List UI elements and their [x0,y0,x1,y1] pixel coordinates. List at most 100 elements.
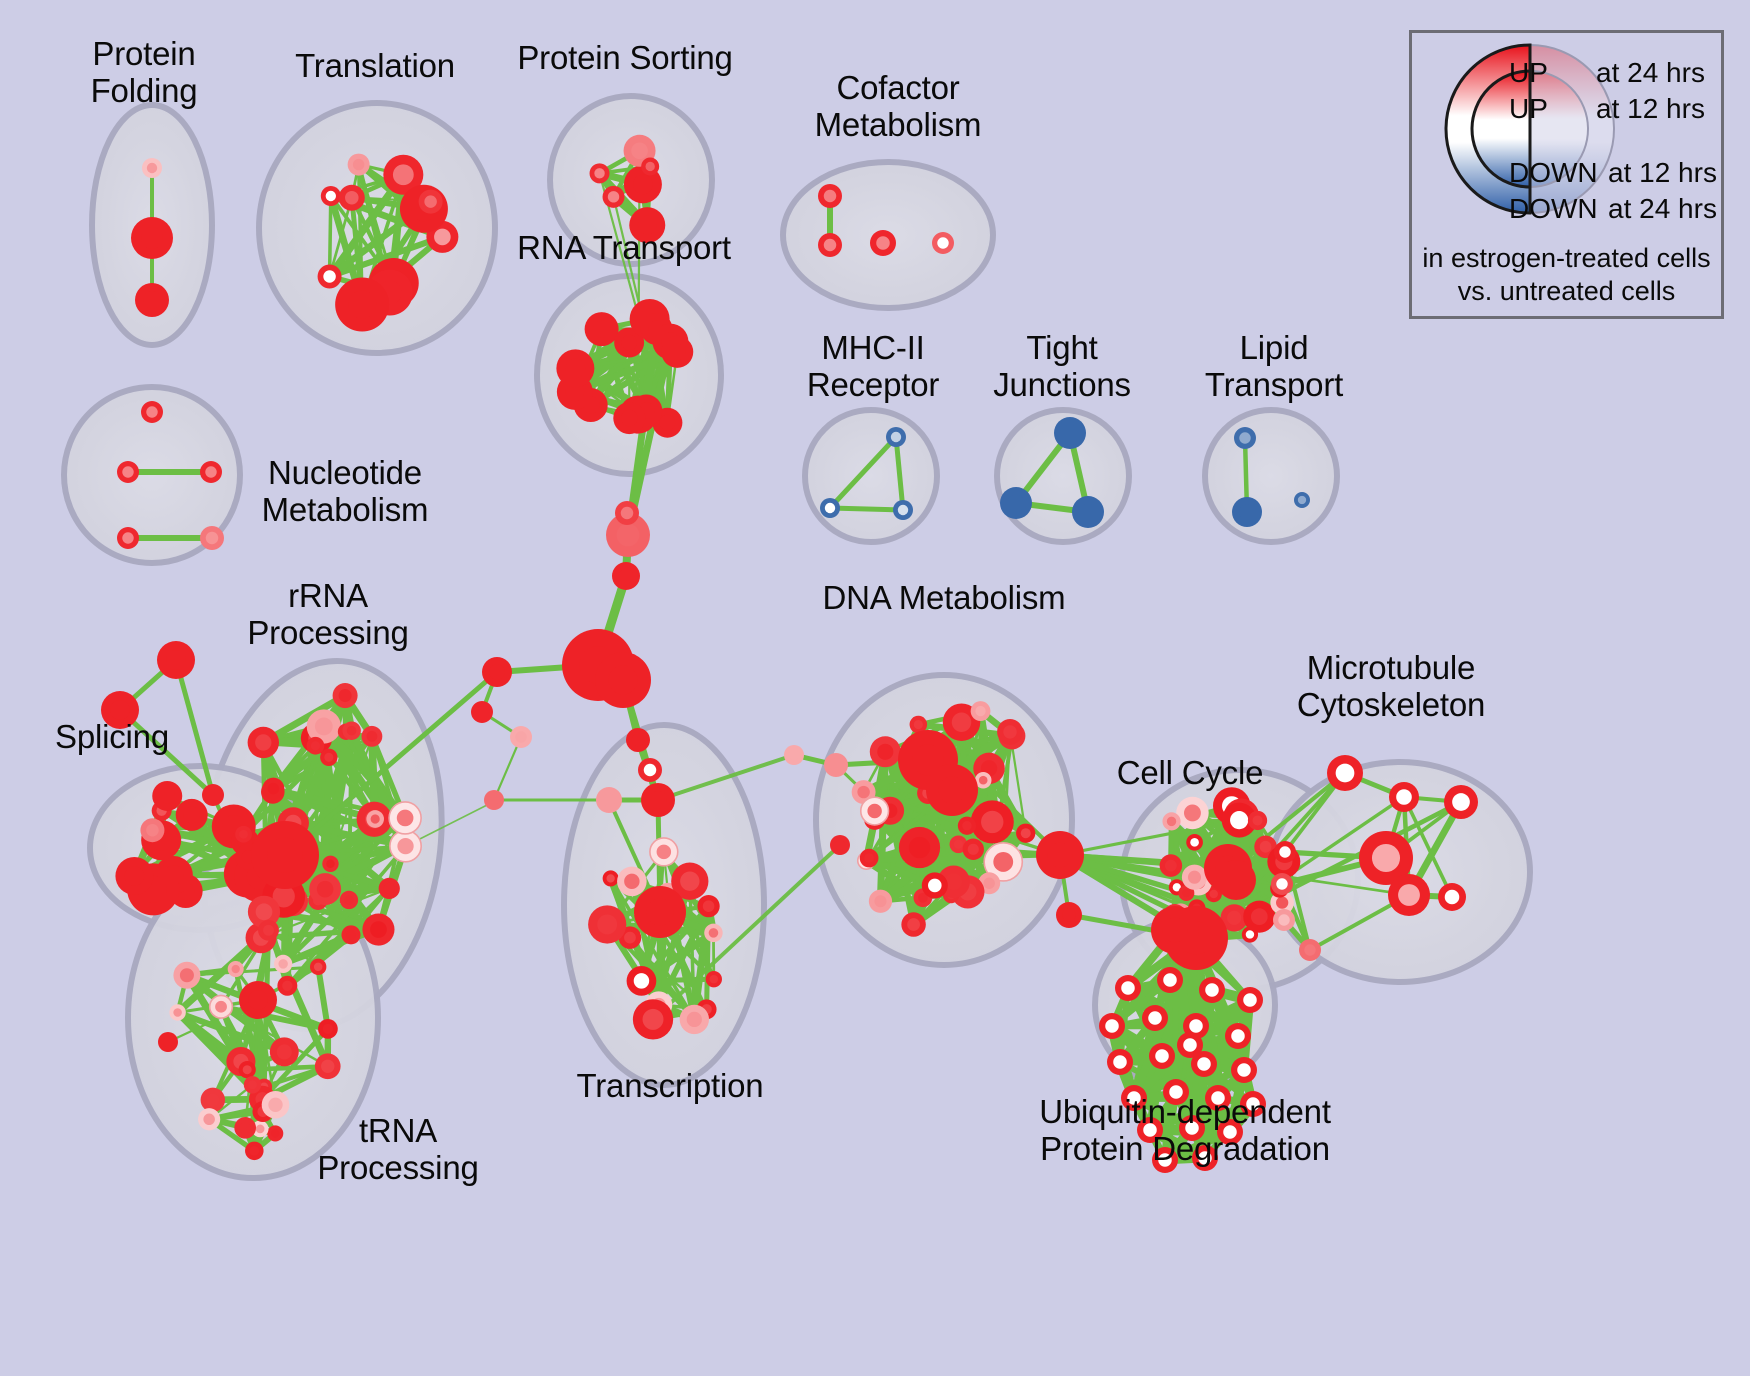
network-edge [1057,852,1231,871]
network-node [277,975,298,996]
network-node [200,461,222,483]
network-node [262,777,285,800]
network-node [198,1108,221,1131]
network-node [117,527,139,549]
network-edge [571,348,681,396]
legend-value-1: UP [1509,93,1548,124]
network-node [1231,1057,1257,1083]
network-node [1192,1145,1218,1171]
network-node [314,1053,341,1080]
network-node [140,818,165,843]
network-node [632,999,674,1040]
network-node [1163,1079,1189,1105]
cluster-mhc-ii-receptor [802,407,940,545]
network-edge [327,194,333,279]
network-edge [173,657,216,798]
network-node [1237,987,1263,1013]
network-node [320,748,338,766]
network-edge [598,172,669,424]
cluster-label-cofactor-metabolism: Cofactor Metabolism [814,69,982,143]
network-edge [325,171,408,281]
network-node [997,719,1023,745]
network-node [818,184,842,208]
network-node [1225,1023,1251,1049]
network-node [614,327,645,358]
network-node [626,966,657,996]
network-node [247,895,281,928]
network-node [1149,1043,1175,1069]
network-node [135,283,169,317]
network-node [1389,782,1419,812]
legend-time-2: at 12 hrs [1608,157,1717,188]
network-node [366,810,385,828]
network-node [1181,864,1208,890]
network-node [247,726,279,759]
network-node [101,691,139,729]
network-node [234,1117,257,1139]
legend-value-2: DOWN [1509,157,1598,188]
legend-caption-line2: vs. untreated cells [1457,276,1676,306]
network-node [362,913,395,946]
network-node [306,736,325,755]
network-edge [864,852,1063,863]
network-node [704,923,723,943]
network-node [169,1004,186,1021]
network-node [510,726,532,748]
network-node [556,349,595,388]
cluster-label-rrna-processing: rRNA Processing [247,577,409,651]
network-node [208,994,234,1019]
network-node [245,1141,264,1161]
cluster-label-cell-cycle: Cell Cycle [1116,754,1264,791]
legend-caption-line1: in estrogen-treated cells [1422,243,1711,273]
network-node [235,825,252,843]
network-node [926,764,978,816]
network-node [1162,812,1181,831]
network-node [1176,796,1209,830]
network-node [820,498,840,518]
network-node [1234,427,1256,449]
network-node [634,886,686,938]
network-node [868,889,893,913]
network-node [347,153,370,176]
network-node [1151,906,1199,954]
network-node [158,1032,178,1052]
network-node [705,971,722,988]
network-node [115,856,154,895]
network-node [617,866,647,897]
network-node [1099,1013,1125,1039]
network-edge [827,434,899,511]
network-node [1054,417,1086,449]
cluster-label-mhc-ii-receptor: MHC-II Receptor [806,329,940,403]
network-node [309,873,342,906]
network-node [1137,1117,1163,1143]
cluster-label-dna-metabolism: DNA Metabolism [822,579,1066,616]
network-node [1271,873,1293,895]
network-node [339,890,359,910]
network-node [227,961,244,978]
network-node [1243,900,1276,933]
network-edge [183,971,288,1056]
network-node [1221,802,1257,838]
network-node [309,958,327,976]
network-node [378,877,400,900]
cluster-label-protein-folding: Protein Folding [90,35,198,109]
network-edge [1402,795,1454,899]
network-node [859,796,890,826]
network-node [970,800,1014,844]
network-node [267,1125,284,1142]
network-node [1232,497,1262,527]
network-node [389,829,423,863]
network-node [141,401,163,423]
network-node [383,154,424,195]
network-node [974,771,992,789]
network-node [131,217,173,259]
network-node [261,1090,290,1119]
network-node [1152,1147,1178,1173]
network-node [1274,841,1296,863]
network-node [830,835,850,855]
network-edge [283,670,499,857]
network-node [1327,755,1363,791]
network-node [251,821,319,889]
network-node [1240,1091,1266,1117]
